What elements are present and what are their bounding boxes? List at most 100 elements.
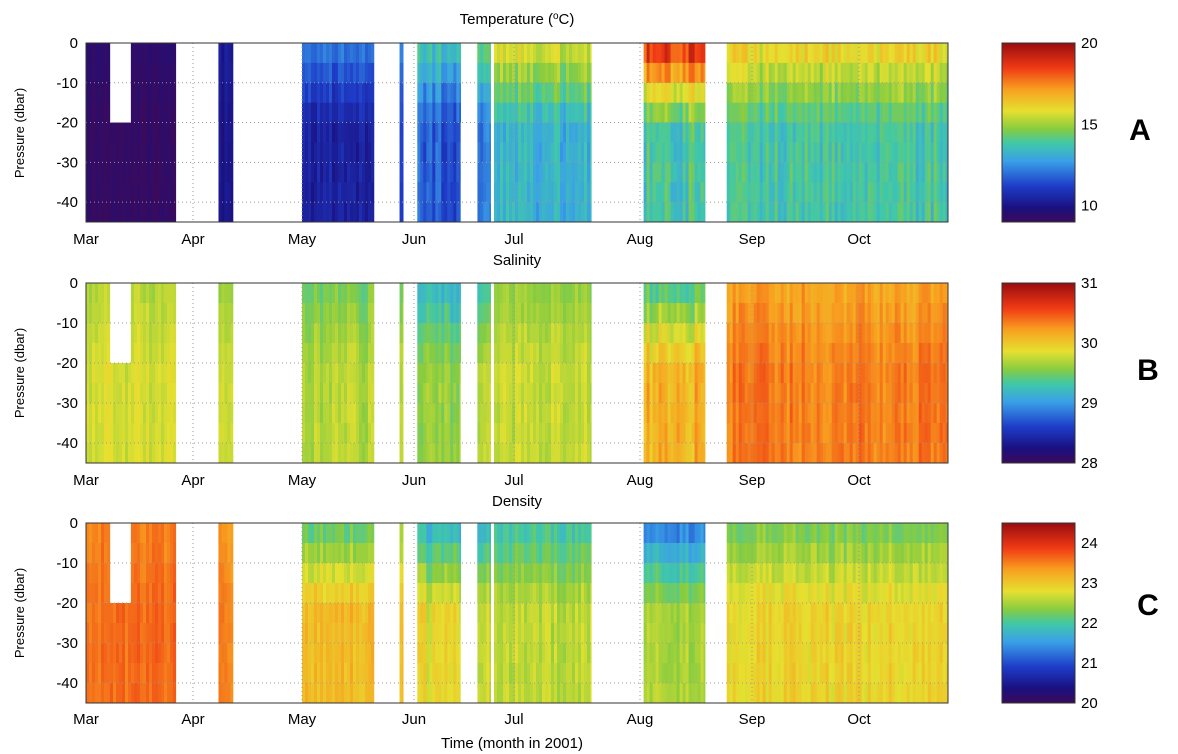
x-tick-label: Jun <box>402 711 426 728</box>
data-segment <box>417 283 461 463</box>
data-segment <box>218 43 233 222</box>
y-tick-label: -10 <box>56 555 78 572</box>
data-gap <box>197 123 219 222</box>
x-tick-label: Apr <box>181 711 204 728</box>
data-segment <box>400 523 404 703</box>
data-segment <box>494 43 592 222</box>
data-segment <box>727 523 958 703</box>
panel-salinity: Salinity 0 -10 -20 -30 -40 Mar Apr May Jun Jul Au… <box>12 252 1159 489</box>
data-segment <box>302 283 375 463</box>
data-gap <box>197 363 219 463</box>
data-gap <box>461 363 478 463</box>
x-tick-label: May <box>288 472 317 489</box>
data-segment <box>494 523 592 703</box>
colorbar-tick-label: 24 <box>1081 535 1098 552</box>
y-tick-label: 0 <box>70 275 78 292</box>
y-tick-label: -10 <box>56 315 78 332</box>
colorbar-tick-label: 31 <box>1081 275 1098 292</box>
data-segment <box>400 43 404 222</box>
y-tick-label: -20 <box>56 595 78 612</box>
y-tick-label: 0 <box>70 515 78 532</box>
panel-label-b: B <box>1137 354 1159 387</box>
x-tick-label: Aug <box>627 711 654 728</box>
data-segment <box>494 283 592 463</box>
y-tick-label: -10 <box>56 75 78 92</box>
x-ticks-temperature: Mar Apr May Jun Jul Aug Sep Oct <box>73 231 871 248</box>
x-tick-label: Apr <box>181 472 204 489</box>
plot-area-density <box>86 523 958 703</box>
colorbar-tick-label: 15 <box>1081 116 1098 133</box>
data-segment <box>86 43 176 222</box>
data-segment <box>477 43 491 222</box>
colorbar-tick-label: 30 <box>1081 335 1098 352</box>
x-axis-label: Time (month in 2001) <box>441 735 583 752</box>
panel-title-temperature: Temperature (oC) <box>460 11 575 29</box>
data-segment <box>644 283 706 463</box>
data-segment <box>477 283 491 463</box>
x-tick-label: Mar <box>73 472 99 489</box>
data-gap <box>461 603 478 703</box>
data-gap <box>110 43 131 123</box>
panel-label-c: C <box>1137 589 1159 622</box>
x-tick-label: Sep <box>739 472 766 489</box>
x-tick-label: Mar <box>73 231 99 248</box>
y-tick-label: -30 <box>56 154 78 171</box>
y-tick-label: -40 <box>56 194 78 211</box>
y-axis-label-density: Pressure (dbar) <box>12 568 27 658</box>
panel-density: Density 0 -10 -20 -30 -40 Mar Apr May Jun Jul Aug… <box>12 493 1159 728</box>
y-tick-label: -20 <box>56 355 78 372</box>
panel-temperature: Temperature (oC) 0 -10 -20 -30 -40 Mar Apr May… <box>12 11 1151 249</box>
data-gap <box>374 523 399 703</box>
data-gap <box>374 283 399 463</box>
data-gap <box>461 123 478 222</box>
data-gap <box>374 43 399 222</box>
x-tick-label: Sep <box>739 711 766 728</box>
y-axis-label-salinity: Pressure (dbar) <box>12 328 27 418</box>
x-tick-label: Jun <box>402 472 426 489</box>
x-tick-label: Oct <box>847 711 871 728</box>
data-gap <box>110 283 131 363</box>
colorbar-tick-label: 20 <box>1081 695 1098 712</box>
y-tick-label: 0 <box>70 35 78 52</box>
panel-title-density: Density <box>492 493 543 510</box>
plot-area-salinity <box>86 283 958 463</box>
colorbar-ticks-density: 2021222324 <box>1081 535 1098 712</box>
y-axis-label-temperature: Pressure (dbar) <box>12 88 27 178</box>
x-tick-label: Sep <box>739 231 766 248</box>
x-tick-label: Jul <box>504 711 523 728</box>
x-ticks-salinity: Mar Apr May Jun Jul Aug Sep Oct <box>73 472 871 489</box>
y-tick-label: -30 <box>56 635 78 652</box>
colorbar-tick-label: 29 <box>1081 395 1098 412</box>
y-tick-label: -40 <box>56 675 78 692</box>
data-segment <box>86 523 176 703</box>
data-segment <box>727 43 958 222</box>
data-segment <box>644 43 706 222</box>
panel-title-salinity: Salinity <box>493 252 542 269</box>
x-ticks-density: Mar Apr May Jun Jul Aug Sep Oct <box>73 711 871 728</box>
colorbar-tick-label: 22 <box>1081 615 1098 632</box>
data-segment <box>218 523 233 703</box>
x-tick-label: Jun <box>402 231 426 248</box>
x-tick-label: Aug <box>627 231 654 248</box>
data-segment <box>302 523 375 703</box>
data-segment <box>644 523 706 703</box>
colorbar-tick-label: 28 <box>1081 455 1098 472</box>
colorbar-tick-label: 10 <box>1081 198 1098 215</box>
x-tick-label: May <box>288 231 317 248</box>
x-tick-label: Jul <box>504 472 523 489</box>
data-segment <box>86 283 176 463</box>
data-segment <box>417 523 461 703</box>
data-segment <box>400 283 404 463</box>
colorbar-tick-label: 23 <box>1081 575 1098 592</box>
colorbar-tick-label: 20 <box>1081 35 1098 52</box>
x-tick-label: Oct <box>847 472 871 489</box>
colorbar-temperature <box>1002 43 1075 222</box>
colorbar-ticks-salinity: 28 29 30 31 <box>1081 275 1098 472</box>
y-tick-label: -20 <box>56 115 78 132</box>
x-tick-label: Oct <box>847 231 871 248</box>
data-gap <box>110 523 131 603</box>
y-tick-label: -40 <box>56 435 78 452</box>
x-tick-label: Aug <box>627 472 654 489</box>
data-segment <box>218 283 233 463</box>
